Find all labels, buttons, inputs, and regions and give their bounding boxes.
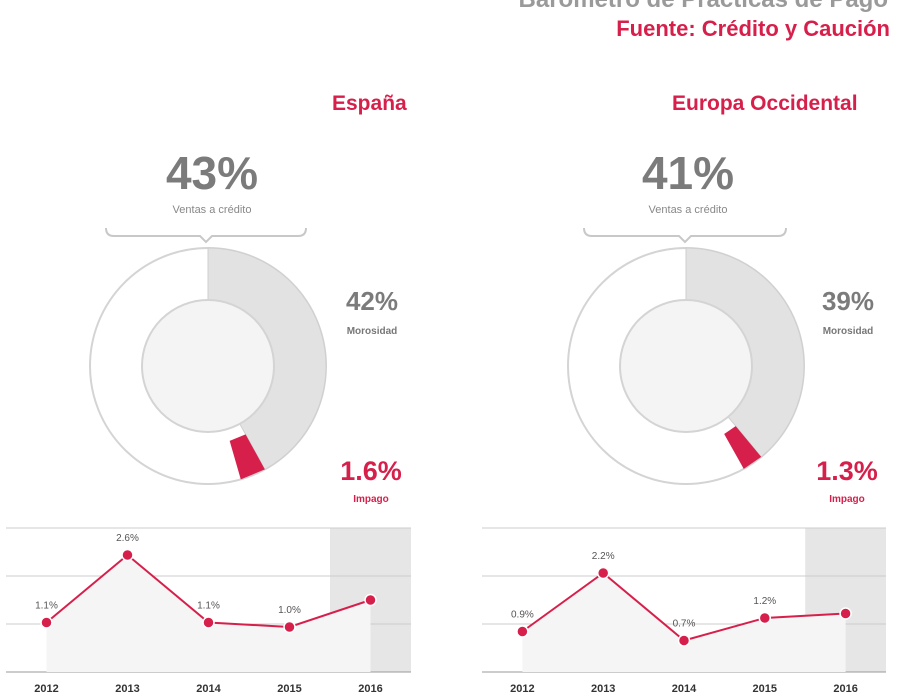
impago-label: Impago [829,494,865,505]
region-title: Europa Occidental [672,92,858,115]
x-tick-label: 2015 [753,683,777,695]
x-tick-label: 2012 [510,683,534,695]
x-tick-label: 2014 [196,683,221,695]
data-label: 1.1% [197,601,220,612]
data-point [202,616,215,629]
impago-slice [229,434,265,480]
x-tick-label: 2013 [591,683,615,695]
x-tick-label: 2014 [672,683,697,695]
impago-value: 1.3% [816,456,878,486]
panel-europa-occidental: Europa Occidental 41% Ventas a crédito 3… [450,0,900,700]
data-point [121,548,134,562]
data-label: 0.7% [673,619,696,630]
data-point [839,607,852,620]
panel-espana: España 43% Ventas a crédito 42% Morosida… [6,92,411,695]
ventas-credito-value: 43% [165,147,259,199]
data-label: 0.9% [511,610,534,621]
ventas-credito-value: 41% [641,147,735,199]
bracket [105,227,307,244]
ventas-credito-label: Ventas a crédito [172,204,252,216]
data-label: 1.2% [753,596,776,607]
impago-label: Impago [353,494,389,505]
x-tick-label: 2012 [34,683,58,695]
bracket [583,227,787,244]
x-tick-label: 2015 [277,683,301,695]
data-label: 1.0% [278,605,301,616]
data-point [283,620,296,634]
data-point [40,616,53,629]
morosidad-label: Morosidad [346,326,398,337]
data-point [516,625,529,638]
data-point [364,593,377,607]
ventas-credito-label: Ventas a crédito [648,204,728,216]
data-label: 2.2% [592,551,615,562]
data-point [596,566,610,580]
data-label: 2.6% [116,533,139,544]
donut-inner-hole [141,299,275,433]
donut-inner-hole [619,299,753,433]
data-label: 1.1% [35,601,58,612]
morosidad-label: Morosidad [822,326,874,337]
x-tick-label: 2013 [115,683,139,695]
source-label: Fuente: Crédito y Caución [616,16,890,41]
series-area [46,555,371,672]
x-tick-label: 2016 [833,683,857,695]
series-area [522,573,846,672]
morosidad-value: 39% [821,286,875,316]
chart-canvas-europa: 0.9% 2012 2.2% 2013 0.7% 2014 1.2% 2015 2016 [482,227,886,695]
x-tick-label: 2016 [358,683,382,695]
report-title: Barómetro de Prácticas de Pago [519,0,888,14]
impago-slice [724,426,762,469]
chart-canvas-espana: 1.1% 2012 2.6% 2013 1.1% 2014 1.0% 2015 2016 [6,227,411,695]
region-title: España [332,92,407,115]
data-point [677,634,691,647]
morosidad-value: 42% [345,286,399,316]
impago-value: 1.6% [340,456,402,486]
data-point [758,611,772,625]
